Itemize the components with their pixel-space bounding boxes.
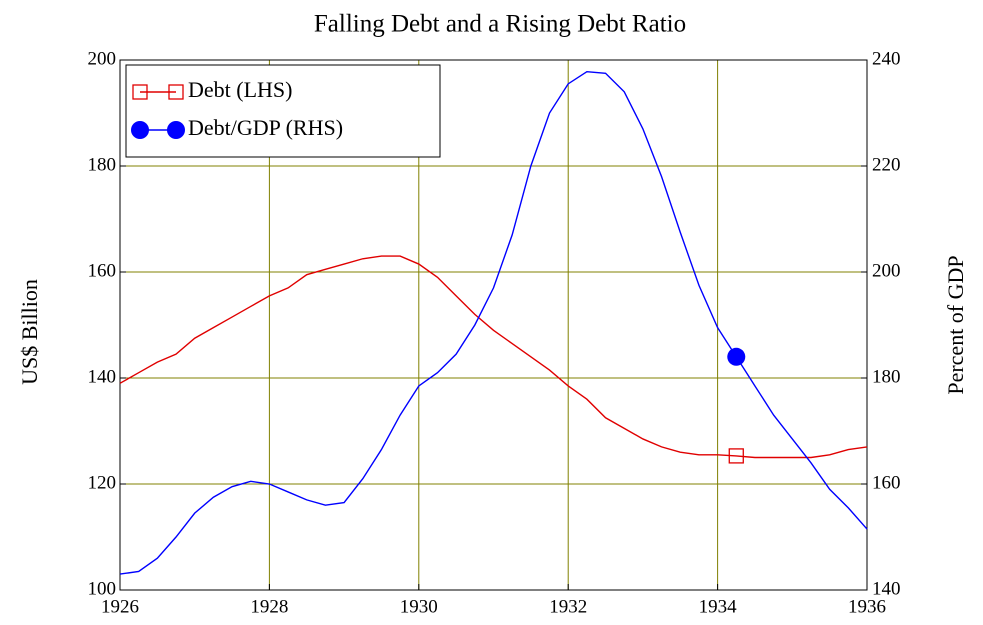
plot-frame — [119, 59, 868, 591]
x-tick-label: 1926 — [101, 596, 139, 617]
y2-tick-label: 180 — [872, 366, 901, 387]
y-tick-label: 200 — [88, 48, 117, 69]
point-marker — [728, 448, 744, 464]
legend-marker — [132, 84, 148, 100]
line — [119, 70, 868, 575]
y-tick-label: 100 — [88, 578, 117, 599]
y-tick-label: 160 — [88, 260, 117, 281]
y-axis-label: US$ Billion — [17, 279, 42, 385]
y2-tick-label: 160 — [872, 472, 901, 493]
y2-tick-label: 140 — [872, 578, 901, 599]
line — [119, 255, 868, 459]
chart-title: Falling Debt and a Rising Debt Ratio — [314, 11, 686, 38]
x-tick-label: 1932 — [549, 596, 587, 617]
legend-box — [125, 64, 441, 158]
legend-label: Debt/GDP (RHS) — [188, 115, 343, 140]
y2-tick-label: 220 — [872, 154, 901, 175]
y-tick-label: 120 — [88, 472, 117, 493]
legend-marker — [167, 121, 185, 139]
x-tick-label: 1928 — [250, 596, 288, 617]
legend-marker — [168, 84, 184, 100]
legend-label: Debt (LHS) — [188, 77, 292, 102]
legend-marker — [131, 121, 149, 139]
y2-tick-label: 240 — [872, 48, 901, 69]
x-tick-label: 1934 — [699, 596, 738, 617]
x-tick-label: 1936 — [848, 596, 886, 617]
y2-tick-label: 200 — [872, 260, 901, 281]
y-tick-label: 180 — [88, 154, 117, 175]
y2-axis-label: Percent of GDP — [943, 255, 968, 394]
y-tick-label: 140 — [88, 366, 117, 387]
x-tick-label: 1930 — [400, 596, 438, 617]
point-marker — [727, 347, 746, 366]
